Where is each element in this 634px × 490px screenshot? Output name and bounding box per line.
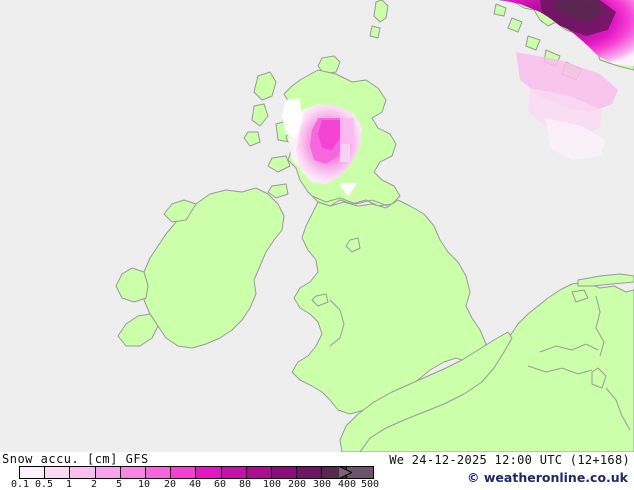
border-scotland-england bbox=[311, 195, 389, 207]
legend-swatch-5 bbox=[145, 467, 172, 478]
legend-overflow-arrow-icon bbox=[338, 466, 352, 479]
land-ireland-west bbox=[115, 267, 149, 303]
land-norway-coast-b bbox=[507, 17, 523, 33]
land-frisian-islands bbox=[577, 273, 634, 287]
legend-tick-labels: 0.1 0.5 1 2 5 10 20 40 60 80 100 200 300… bbox=[0, 479, 379, 490]
border-overlay bbox=[311, 195, 631, 431]
snow-field-norway bbox=[500, 0, 634, 160]
legend-swatch-7 bbox=[196, 467, 222, 478]
legend-tick-6: 20 bbox=[163, 479, 177, 490]
legend-tick-11: 200 bbox=[287, 479, 307, 490]
border-fr-de bbox=[605, 387, 631, 431]
legend-swatch-9 bbox=[246, 467, 272, 478]
legend-swatch-2 bbox=[70, 467, 96, 478]
border-belgium bbox=[539, 343, 599, 353]
legend-tick-8: 60 bbox=[213, 479, 227, 490]
legend-swatch-13 bbox=[347, 467, 373, 478]
border-luxembourg bbox=[591, 367, 607, 389]
legend-colorbar bbox=[19, 466, 374, 479]
land-ireland bbox=[143, 187, 285, 349]
legend-swatch-10 bbox=[271, 467, 298, 478]
map-graphic bbox=[115, 0, 634, 452]
legend-tick-1: 0.5 bbox=[34, 479, 54, 490]
border-wales bbox=[329, 299, 345, 347]
land-outer-hebrides-n bbox=[253, 71, 277, 101]
legend-tick-4: 5 bbox=[115, 479, 123, 490]
land-france-nw bbox=[339, 331, 513, 452]
snow-field-scotland bbox=[282, 98, 362, 184]
land-ireland-donegal bbox=[163, 199, 197, 223]
legend-tick-13: 400 bbox=[337, 479, 357, 490]
land-norway-coast-c bbox=[525, 35, 541, 51]
legend-tick-14: 500 bbox=[360, 479, 380, 490]
legend-footer: Snow accu. [cm] GFS 0.1 0.5 1 2 5 bbox=[0, 452, 634, 490]
legend-title: Snow accu. [cm] GFS bbox=[2, 452, 149, 466]
land-isle-of-man bbox=[345, 237, 361, 253]
land-ijsselmeer-a bbox=[571, 289, 589, 303]
border-be-fr bbox=[527, 365, 593, 375]
legend-swatch-8 bbox=[221, 467, 247, 478]
land-shetland-south bbox=[369, 25, 381, 39]
legend-tick-12: 300 bbox=[312, 479, 332, 490]
legend-swatch-0 bbox=[20, 467, 46, 478]
land-ireland-sw bbox=[117, 313, 159, 347]
copyright-label[interactable]: © weatheronline.co.uk bbox=[467, 470, 628, 485]
land-mull bbox=[267, 155, 291, 173]
legend-tick-0: 0.1 bbox=[10, 479, 30, 490]
legend-swatch-3 bbox=[95, 467, 121, 478]
legend-tick-10: 100 bbox=[262, 479, 282, 490]
legend-tick-7: 40 bbox=[188, 479, 202, 490]
legend-swatch-4 bbox=[120, 467, 146, 478]
land-norway-coast-a bbox=[493, 3, 507, 17]
land-islay bbox=[267, 183, 289, 199]
legend-tick-5: 10 bbox=[137, 479, 151, 490]
legend-tick-9: 80 bbox=[238, 479, 252, 490]
land-outer-hebrides-s bbox=[251, 103, 269, 127]
land-shetland bbox=[373, 0, 389, 23]
legend-swatch-11 bbox=[297, 467, 323, 478]
legend-tick-3: 2 bbox=[90, 479, 98, 490]
land-outer-hebrides-ss bbox=[243, 131, 261, 147]
snow-accumulation-layer bbox=[282, 0, 634, 184]
legend-swatch-1 bbox=[45, 467, 71, 478]
land-anglesey bbox=[311, 293, 329, 307]
legend-swatch-6 bbox=[171, 467, 197, 478]
map-canvas[interactable] bbox=[0, 0, 634, 452]
valid-time-label: We 24-12-2025 12:00 UTC (12+168) bbox=[389, 453, 630, 467]
station-marker-icon[interactable] bbox=[339, 183, 357, 197]
land-orkney bbox=[317, 55, 341, 75]
legend-tick-2: 1 bbox=[65, 479, 73, 490]
border-nl-de bbox=[595, 295, 605, 357]
